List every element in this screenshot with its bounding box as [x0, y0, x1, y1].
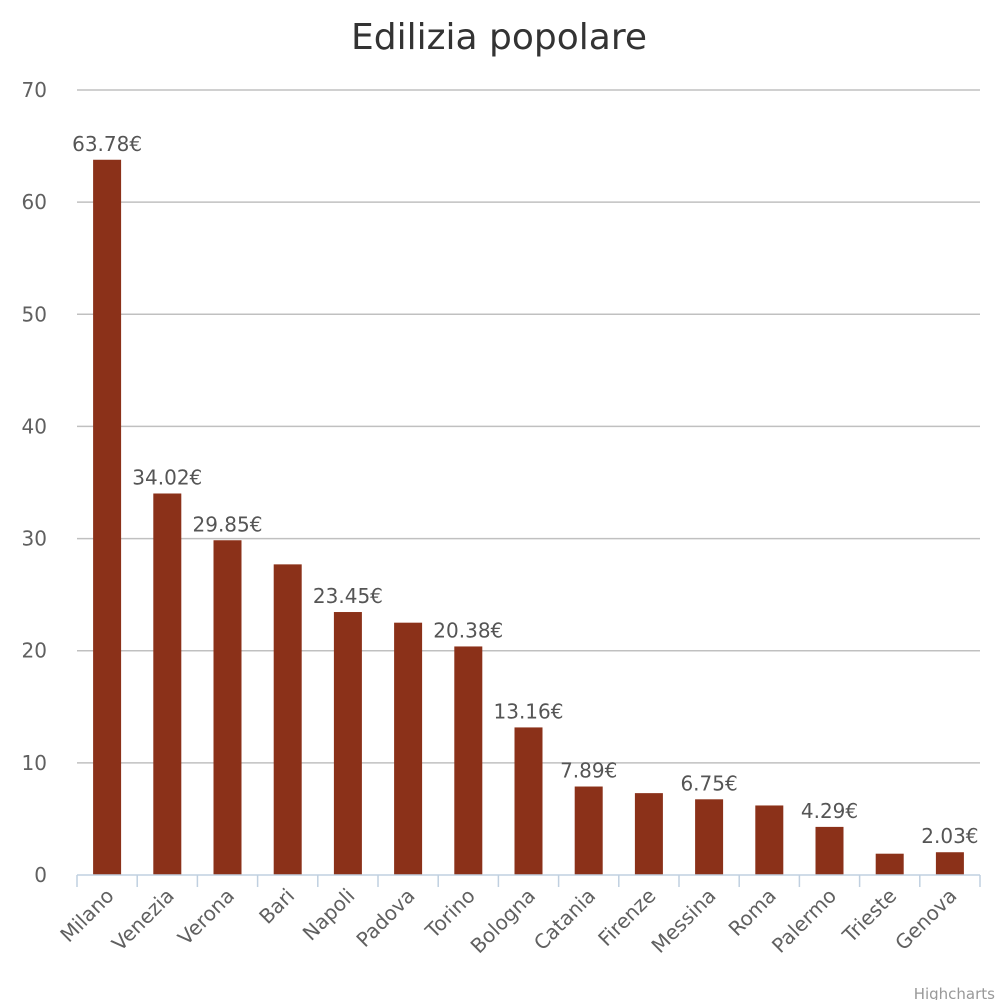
y-tick-label: 0 [34, 863, 47, 887]
gridlines [77, 89, 980, 764]
data-label: 2.03€ [921, 824, 978, 848]
x-tick-label: Padova [351, 884, 419, 952]
bar-bari[interactable] [273, 564, 302, 875]
y-tick-label: 50 [22, 302, 47, 326]
y-tick-label: 20 [22, 639, 47, 663]
y-axis-ticks: 0 10 20 30 40 50 60 70 [22, 78, 47, 887]
bar-venezia[interactable] [153, 493, 182, 875]
y-tick-label: 60 [22, 190, 47, 214]
x-tick-label: Catania [529, 884, 600, 955]
x-tick-label: Palermo [767, 884, 841, 958]
bar-bologna[interactable] [514, 727, 543, 875]
data-label: 34.02€ [132, 465, 202, 489]
bars [93, 159, 964, 875]
data-label: 13.16€ [494, 699, 564, 723]
data-label: 63.78€ [72, 132, 142, 156]
data-label: 6.75€ [680, 771, 737, 795]
bar-napoli[interactable] [333, 612, 362, 875]
bar-padova[interactable] [394, 622, 423, 875]
data-label: 20.38€ [433, 618, 503, 642]
data-label: 29.85€ [193, 512, 263, 536]
y-tick-label: 40 [22, 414, 47, 438]
bar-messina[interactable] [695, 799, 724, 875]
bar-trieste[interactable] [875, 853, 904, 875]
bar-firenze[interactable] [634, 793, 663, 875]
bar-roma[interactable] [755, 805, 784, 875]
data-label: 23.45€ [313, 584, 383, 608]
x-tick-label: Venezia [107, 884, 179, 956]
x-tick-label: Messina [646, 884, 720, 958]
data-label: 4.29€ [801, 799, 858, 823]
x-tick-label: Napoli [298, 884, 360, 946]
bar-milano[interactable] [93, 159, 122, 875]
data-labels: 63.78€ 34.02€ 29.85€ 23.45€ 20.38€ 13.16€ 7.89… [72, 132, 978, 848]
x-tick-label: Bari [254, 884, 299, 929]
y-tick-label: 30 [22, 527, 47, 551]
data-label: 7.89€ [560, 759, 617, 783]
y-tick-label: 10 [22, 751, 47, 775]
x-tick-label: Roma [724, 884, 781, 941]
x-tick-label: Genova [890, 884, 961, 955]
y-tick-label: 70 [22, 78, 47, 102]
bar-verona[interactable] [213, 540, 242, 875]
chart-title: Edilizia popolare [351, 17, 647, 58]
bar-genova[interactable] [935, 852, 964, 875]
bar-torino[interactable] [454, 646, 483, 875]
x-tick-label: Verona [173, 884, 239, 950]
x-tick-label: Bologna [466, 884, 541, 959]
credits-label[interactable]: Highcharts [914, 985, 995, 1003]
bar-palermo[interactable] [815, 826, 844, 875]
bar-catania[interactable] [574, 786, 603, 875]
